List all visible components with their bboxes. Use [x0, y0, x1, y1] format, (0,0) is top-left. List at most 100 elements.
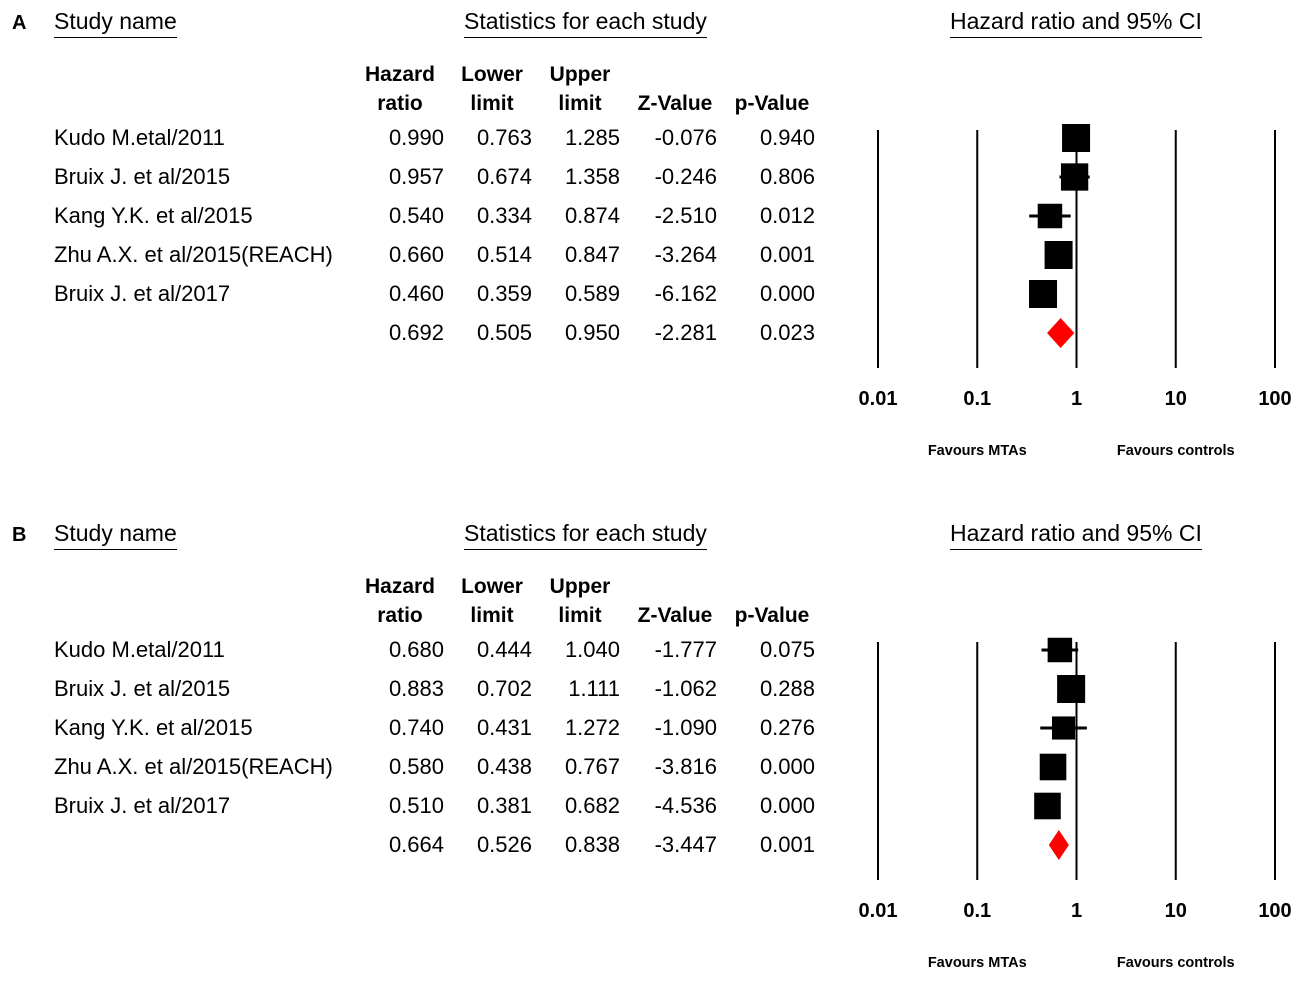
column-heading-p: p-Value [712, 572, 832, 630]
column-heading-upper: Upper limit [520, 60, 640, 118]
study-hr-value: 0.740 [388, 715, 444, 740]
column-header-statistics: Statistics for each study [464, 8, 707, 38]
study-lower-value: 0.702 [476, 676, 532, 701]
panel-a: A Study name Statistics for each study Haz… [0, 0, 1296, 470]
study-upper-value: 0.874 [564, 203, 620, 228]
study-name: Zhu A.X. et al/2015(REACH) [54, 242, 333, 267]
study-z-value: -0.246 [654, 164, 717, 189]
column-header-plot: Hazard ratio and 95% CI [950, 8, 1202, 38]
study-hr-value: 0.680 [388, 637, 444, 662]
column-header-study: Study name [54, 8, 177, 38]
study-z-value: -4.536 [654, 793, 717, 818]
study-upper-value: 1.040 [564, 637, 620, 662]
column-heading-lower: Lower limit [432, 60, 552, 118]
column-heading-line: ratio [377, 604, 423, 627]
study-square [1044, 241, 1073, 269]
tick-label: 100 [1258, 388, 1291, 410]
study-upper-value: 0.767 [564, 754, 620, 779]
study-square [1047, 637, 1073, 663]
study-square [1039, 753, 1067, 781]
column-heading-line: Z-Value [637, 92, 713, 115]
pooled-hr-value: 0.664 [388, 832, 444, 857]
favours-left-label: Favours MTAs [928, 955, 1027, 971]
study-name: Kang Y.K. et al/2015 [54, 715, 253, 740]
study-lower-value: 0.444 [476, 637, 532, 662]
study-lower-value: 0.334 [476, 203, 532, 228]
column-heading-line: Lower [461, 575, 523, 598]
study-p-value: 0.000 [759, 754, 815, 779]
tick-label: 10 [1165, 900, 1187, 922]
pooled-hr-value: 0.692 [388, 320, 444, 345]
tick-label: 0.1 [963, 388, 991, 410]
pooled-z-value: -3.447 [654, 832, 717, 857]
study-p-value: 0.806 [759, 164, 815, 189]
column-heading-p: p-Value [712, 60, 832, 118]
study-z-value: -0.076 [654, 125, 717, 150]
pooled-upper-value: 0.838 [564, 832, 620, 857]
study-square [1062, 124, 1091, 152]
column-heading-hr: Hazard ratio [340, 572, 460, 630]
forest-plot: 0.01 0.1 1 10 100 Favours MTAs Favours control… [859, 124, 1292, 459]
study-z-value: -2.510 [654, 203, 717, 228]
tick-label: 1 [1071, 900, 1082, 922]
pooled-upper-value: 0.950 [564, 320, 620, 345]
study-hr-value: 0.580 [388, 754, 444, 779]
study-name: Kudo M.etal/2011 [54, 125, 225, 150]
column-heading-line [712, 572, 832, 601]
favours-left-label: Favours MTAs [928, 443, 1027, 459]
study-name: Kang Y.K. et al/2015 [54, 203, 253, 228]
study-z-value: -6.162 [654, 281, 717, 306]
column-heading-upper: Upper limit [520, 572, 640, 630]
study-lower-value: 0.438 [476, 754, 532, 779]
favours-right-label: Favours controls [1117, 955, 1235, 971]
study-lower-value: 0.359 [476, 281, 532, 306]
study-lower-value: 0.514 [476, 242, 532, 267]
column-heading-line: Hazard [364, 575, 436, 598]
study-z-value: -1.777 [654, 637, 717, 662]
study-upper-value: 1.285 [564, 125, 620, 150]
study-upper-value: 1.111 [568, 676, 620, 701]
tick-label: 100 [1258, 900, 1291, 922]
study-lower-value: 0.674 [476, 164, 532, 189]
column-heading-line: Lower [461, 63, 523, 86]
study-name: Bruix J. et al/2015 [54, 676, 231, 701]
study-hr-value: 0.957 [388, 164, 444, 189]
study-name: Bruix J. et al/2017 [54, 793, 231, 818]
study-hr-value: 0.540 [388, 203, 444, 228]
tick-label: 10 [1165, 388, 1187, 410]
column-heading-line: Upper [549, 63, 611, 86]
column-heading-line [712, 60, 832, 89]
study-name: Kudo M.etal/2011 [54, 637, 225, 662]
pooled-lower-value: 0.505 [476, 320, 532, 345]
study-square [1057, 675, 1086, 703]
study-hr-value: 0.460 [388, 281, 444, 306]
study-square [1034, 792, 1061, 820]
study-hr-value: 0.990 [388, 125, 444, 150]
tick-label: 0.1 [963, 900, 991, 922]
study-name: Zhu A.X. et al/2015(REACH) [54, 754, 333, 779]
study-p-value: 0.012 [759, 203, 815, 228]
study-lower-value: 0.381 [476, 793, 532, 818]
study-p-value: 0.000 [759, 793, 815, 818]
study-square [1029, 280, 1058, 308]
study-upper-value: 0.847 [564, 242, 620, 267]
study-square [1051, 716, 1076, 740]
column-heading-hr: Hazard ratio [340, 60, 460, 118]
study-name: Bruix J. et al/2015 [54, 164, 231, 189]
tick-label: 1 [1071, 388, 1082, 410]
study-upper-value: 1.358 [564, 164, 620, 189]
column-heading-line: Z-Value [637, 604, 713, 627]
pooled-diamond [1048, 830, 1069, 860]
column-heading-line: limit [470, 92, 514, 115]
study-name: Bruix J. et al/2017 [54, 281, 231, 306]
pooled-diamond [1047, 318, 1075, 348]
study-p-value: 0.940 [759, 125, 815, 150]
study-square [1060, 163, 1089, 191]
column-header-plot: Hazard ratio and 95% CI [950, 520, 1202, 550]
column-header-statistics: Statistics for each study [464, 520, 707, 550]
column-header-study: Study name [54, 520, 177, 550]
study-z-value: -3.816 [654, 754, 717, 779]
study-z-value: -1.090 [654, 715, 717, 740]
study-p-value: 0.000 [759, 281, 815, 306]
study-lower-value: 0.763 [476, 125, 532, 150]
